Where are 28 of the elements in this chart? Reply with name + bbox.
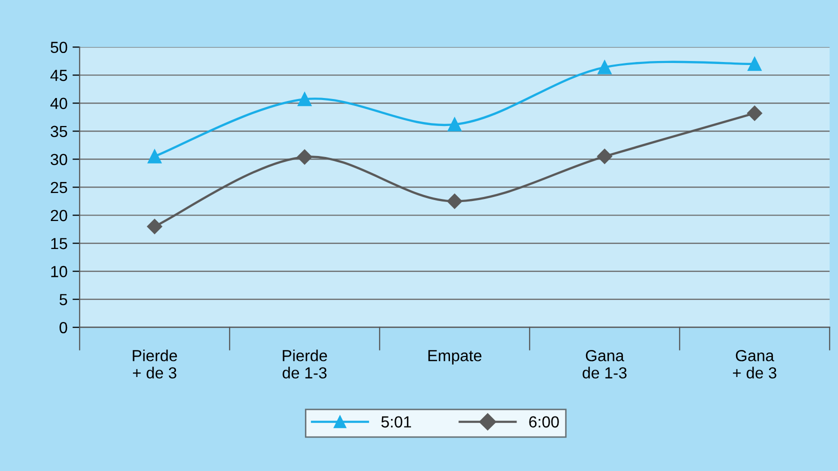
x-tick-label: Pierde + de 3	[132, 350, 177, 379]
x-tick-label: Pierde de 1-3	[282, 350, 327, 379]
y-tick-label: 45	[50, 70, 68, 82]
y-tick-label: 50	[50, 42, 68, 54]
y-tick-label: 30	[50, 154, 68, 166]
point	[598, 60, 612, 74]
point	[297, 149, 312, 165]
y-tick-label: 5	[60, 294, 68, 306]
point	[747, 106, 762, 121]
point	[298, 92, 312, 106]
y-tick-label: 15	[51, 238, 68, 250]
point	[448, 118, 462, 132]
y-tick-label: 20	[50, 210, 68, 222]
y-tick-label: 35	[50, 126, 68, 138]
y-tick-label: 0	[60, 322, 68, 334]
point	[148, 149, 162, 164]
legend-label: 6:00	[529, 416, 559, 428]
point	[748, 56, 762, 71]
x-tick-label: Empate	[428, 350, 482, 364]
point	[147, 218, 162, 234]
y-tick-label: 40	[50, 98, 68, 110]
point	[597, 148, 612, 164]
y-tick-label: 25	[50, 182, 68, 194]
x-tick-label: Gana + de 3	[732, 350, 776, 379]
point	[447, 194, 462, 209]
legend-label: 5:01	[381, 416, 412, 428]
x-tick-label: Gana de 1-3	[582, 350, 627, 379]
y-tick-label: 10	[51, 266, 68, 278]
